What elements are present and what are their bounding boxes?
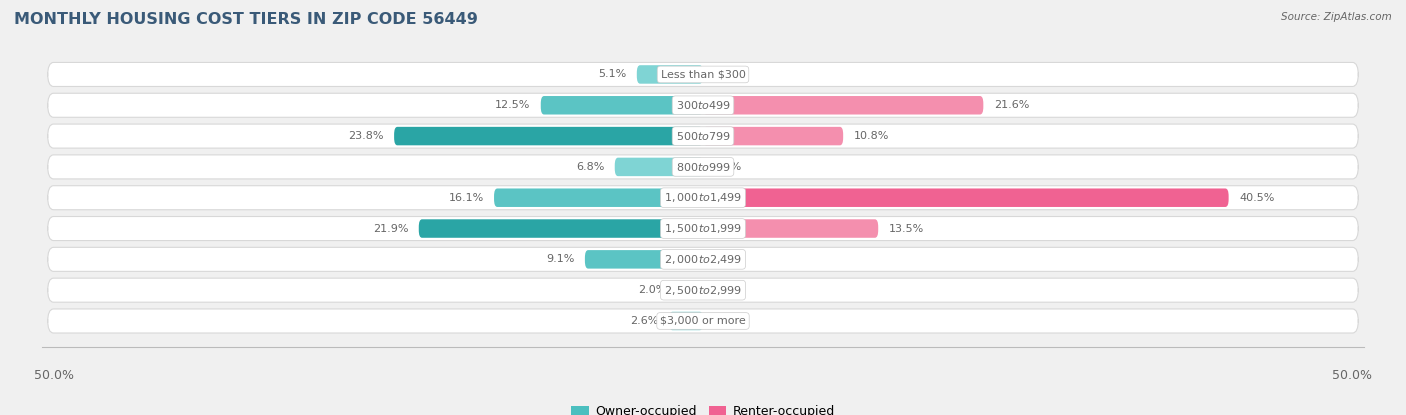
- FancyBboxPatch shape: [678, 281, 703, 299]
- FancyBboxPatch shape: [703, 127, 844, 145]
- FancyBboxPatch shape: [703, 96, 983, 115]
- Text: MONTHLY HOUSING COST TIERS IN ZIP CODE 56449: MONTHLY HOUSING COST TIERS IN ZIP CODE 5…: [14, 12, 478, 27]
- FancyBboxPatch shape: [703, 188, 1229, 207]
- Text: 40.5%: 40.5%: [1239, 193, 1274, 203]
- Text: 9.1%: 9.1%: [546, 254, 575, 264]
- FancyBboxPatch shape: [48, 62, 1358, 86]
- Text: 0.0%: 0.0%: [713, 316, 741, 326]
- Text: $1,000 to $1,499: $1,000 to $1,499: [664, 191, 742, 204]
- Text: 5.1%: 5.1%: [598, 69, 627, 79]
- Text: $300 to $499: $300 to $499: [675, 99, 731, 111]
- FancyBboxPatch shape: [419, 219, 703, 238]
- Text: 21.6%: 21.6%: [994, 100, 1029, 110]
- Text: $2,000 to $2,499: $2,000 to $2,499: [664, 253, 742, 266]
- Text: 23.8%: 23.8%: [349, 131, 384, 141]
- FancyBboxPatch shape: [48, 186, 1358, 210]
- FancyBboxPatch shape: [48, 247, 1358, 271]
- Text: $2,500 to $2,999: $2,500 to $2,999: [664, 284, 742, 297]
- Legend: Owner-occupied, Renter-occupied: Owner-occupied, Renter-occupied: [567, 400, 839, 415]
- FancyBboxPatch shape: [48, 278, 1358, 302]
- FancyBboxPatch shape: [637, 65, 703, 84]
- Text: 0.0%: 0.0%: [713, 162, 741, 172]
- Text: 12.5%: 12.5%: [495, 100, 530, 110]
- Text: 0.0%: 0.0%: [713, 254, 741, 264]
- Text: 0.0%: 0.0%: [713, 69, 741, 79]
- FancyBboxPatch shape: [585, 250, 703, 269]
- FancyBboxPatch shape: [541, 96, 703, 115]
- Text: $800 to $999: $800 to $999: [675, 161, 731, 173]
- Text: $500 to $799: $500 to $799: [675, 130, 731, 142]
- Text: $3,000 or more: $3,000 or more: [661, 316, 745, 326]
- FancyBboxPatch shape: [48, 93, 1358, 117]
- Text: Less than $300: Less than $300: [661, 69, 745, 79]
- FancyBboxPatch shape: [703, 219, 879, 238]
- Text: 2.0%: 2.0%: [638, 285, 666, 295]
- FancyBboxPatch shape: [48, 124, 1358, 148]
- Text: $1,500 to $1,999: $1,500 to $1,999: [664, 222, 742, 235]
- Text: 13.5%: 13.5%: [889, 224, 924, 234]
- FancyBboxPatch shape: [394, 127, 703, 145]
- Text: 16.1%: 16.1%: [449, 193, 484, 203]
- Text: Source: ZipAtlas.com: Source: ZipAtlas.com: [1281, 12, 1392, 22]
- FancyBboxPatch shape: [48, 309, 1358, 333]
- FancyBboxPatch shape: [48, 217, 1358, 241]
- FancyBboxPatch shape: [494, 188, 703, 207]
- FancyBboxPatch shape: [669, 312, 703, 330]
- Text: 10.8%: 10.8%: [853, 131, 889, 141]
- Text: 21.9%: 21.9%: [373, 224, 408, 234]
- Text: 6.8%: 6.8%: [576, 162, 605, 172]
- Text: 0.0%: 0.0%: [713, 285, 741, 295]
- Text: 2.6%: 2.6%: [630, 316, 659, 326]
- FancyBboxPatch shape: [48, 155, 1358, 179]
- FancyBboxPatch shape: [614, 158, 703, 176]
